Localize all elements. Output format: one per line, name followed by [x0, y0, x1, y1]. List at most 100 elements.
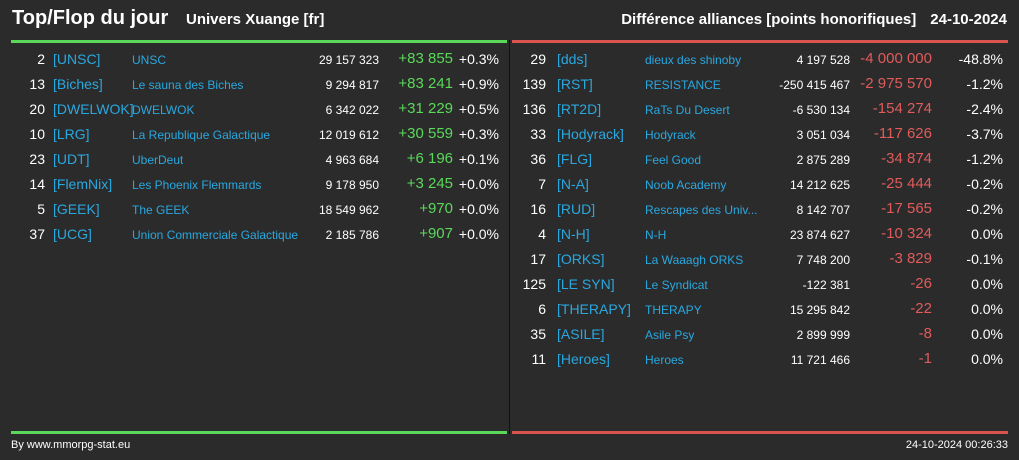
alliance-tag-link[interactable]: [GEEK] [53, 201, 100, 217]
alliance-tag-link[interactable]: [Hodyrack] [557, 126, 624, 142]
alliance-points: -122 381 [802, 278, 850, 292]
alliance-rank: 6 [538, 301, 546, 317]
alliance-diff: +970 [419, 200, 453, 217]
alliance-diff: -26 [910, 275, 932, 292]
alliance-rank: 4 [538, 226, 546, 242]
alliance-points: 9 178 950 [325, 178, 379, 192]
alliance-percent: -3.7% [966, 126, 1003, 142]
alliance-row: 125 [LE SYN] Le Syndicat -122 381 -26 0.0% [512, 273, 1008, 298]
alliance-name-link[interactable]: dieux des shinoby [645, 53, 742, 67]
alliance-tag-link[interactable]: [FlemNix] [53, 176, 113, 192]
category-heading: Différence alliances [points honorifique… [621, 11, 1007, 28]
footer-source-link[interactable]: By www.mmorpg-stat.eu [11, 439, 131, 451]
alliance-percent: +0.0% [458, 201, 499, 217]
alliance-tag-link[interactable]: [dds] [557, 51, 588, 67]
alliance-name-link[interactable]: Hodyrack [645, 128, 696, 142]
top-gainers-panel: 2 [UNSC] UNSC 29 157 323 +83 855 +0.3% 13 [Bich… [11, 48, 507, 248]
alliance-points: 4 197 528 [796, 53, 850, 67]
alliance-rank: 2 [37, 51, 45, 67]
alliance-tag-link[interactable]: [LE SYN] [557, 276, 615, 292]
alliance-name-link[interactable]: Heroes [645, 353, 684, 367]
alliance-points: 29 157 323 [318, 53, 379, 67]
alliance-percent: 0.0% [971, 326, 1003, 342]
alliance-points: 6 342 022 [325, 103, 379, 117]
header-date: 24-10-2024 [930, 11, 1007, 28]
alliance-diff: -117 626 [873, 125, 932, 142]
alliance-tag-link[interactable]: [N-A] [557, 176, 589, 192]
flop-panel-bar-upper [512, 40, 1008, 43]
alliance-tag-link[interactable]: [UNSC] [53, 51, 101, 67]
alliance-points: 14 212 625 [789, 178, 850, 192]
alliance-diff: +907 [419, 225, 453, 242]
alliance-diff: -25 444 [881, 175, 932, 192]
alliance-row: 139 [RST] RESISTANCE -250 415 467 -2 975 570… [512, 73, 1008, 98]
alliance-row: 5 [GEEK] The GEEK 18 549 962 +970 +0.0% [11, 198, 507, 223]
alliance-rank: 5 [37, 201, 45, 217]
alliance-name-link[interactable]: Asile Psy [645, 328, 695, 342]
footer-timestamp: 24-10-2024 00:26:33 [905, 439, 1008, 451]
alliance-name-link[interactable]: Les Phoenix Flemmards [132, 178, 262, 192]
alliance-tag-link[interactable]: [DWELWOK] [53, 101, 134, 117]
alliance-row: 35 [ASILE] Asile Psy 2 899 999 -8 0.0% [512, 323, 1008, 348]
alliance-name-link[interactable]: La Waaagh ORKS [645, 253, 744, 267]
alliance-row: 17 [ORKS] La Waaagh ORKS 7 748 200 -3 829 -0.… [512, 248, 1008, 273]
alliance-row: 4 [N-H] N-H 23 874 627 -10 324 0.0% [512, 223, 1008, 248]
alliance-row: 29 [dds] dieux des shinoby 4 197 528 -4 000 … [512, 48, 1008, 73]
alliance-diff: -154 274 [872, 100, 932, 117]
alliance-name-link[interactable]: Le Syndicat [645, 278, 708, 292]
alliance-tag-link[interactable]: [N-H] [557, 226, 590, 242]
alliance-percent: +0.9% [458, 76, 499, 92]
alliance-name-link[interactable]: RESISTANCE [645, 78, 721, 92]
alliance-name-link[interactable]: Noob Academy [645, 178, 727, 192]
alliance-name-link[interactable]: N-H [645, 228, 667, 242]
alliance-name-link[interactable]: UberDeut [132, 153, 184, 167]
alliance-name-link[interactable]: Rescapes des Univ... [645, 203, 758, 217]
alliance-tag-link[interactable]: [ASILE] [557, 326, 605, 342]
flop-panel-bar-lower [512, 431, 1008, 434]
alliance-tag-link[interactable]: [RUD] [557, 201, 596, 217]
alliance-name-link[interactable]: THERAPY [645, 303, 702, 317]
alliance-diff: +31 229 [398, 100, 453, 117]
alliance-points: 2 899 999 [796, 328, 850, 342]
alliance-tag-link[interactable]: [RST] [557, 76, 593, 92]
alliance-name-link[interactable]: UNSC [132, 53, 167, 67]
alliance-diff: -17 565 [881, 200, 932, 217]
alliance-points: -6 530 134 [792, 103, 850, 117]
alliance-name-link[interactable]: La Republique Galactique [132, 128, 271, 142]
alliance-percent: +0.0% [458, 226, 499, 242]
alliance-diff: +30 559 [398, 125, 453, 142]
alliance-row: 136 [RT2D] RaTs Du Desert -6 530 134 -154 27… [512, 98, 1008, 123]
top-losers-panel: 29 [dds] dieux des shinoby 4 197 528 -4 000 … [512, 48, 1008, 373]
alliance-points: 18 549 962 [318, 203, 379, 217]
alliance-rank: 11 [531, 351, 546, 367]
alliance-tag-link[interactable]: [THERAPY] [557, 301, 631, 317]
alliance-name-link[interactable]: DWELWOK [132, 103, 195, 117]
alliance-diff: -8 [918, 325, 932, 342]
alliance-name-link[interactable]: The GEEK [132, 203, 190, 217]
alliance-name-link[interactable]: Union Commerciale Galactique [132, 228, 299, 242]
alliance-tag-link[interactable]: [FLG] [557, 151, 593, 167]
alliance-name-link[interactable]: Le sauna des Biches [132, 78, 244, 92]
panel-divider [509, 40, 510, 434]
alliance-tag-link[interactable]: [Heroes] [557, 351, 610, 367]
alliance-percent: -0.2% [966, 201, 1003, 217]
alliance-tag-link[interactable]: [RT2D] [557, 101, 602, 117]
alliance-tag-link[interactable]: [LRG] [53, 126, 90, 142]
alliance-tag-link[interactable]: [UDT] [53, 151, 90, 167]
alliance-rank: 10 [29, 126, 45, 142]
alliance-tag-link[interactable]: [Biches] [53, 76, 103, 92]
alliance-name-link[interactable]: Feel Good [645, 153, 702, 167]
alliance-percent: 0.0% [971, 351, 1003, 367]
alliance-points: 4 963 684 [325, 153, 379, 167]
alliance-diff: -22 [910, 300, 932, 317]
alliance-rank: 139 [522, 76, 546, 92]
top-panel-bar-lower [11, 431, 507, 434]
alliance-name-link[interactable]: RaTs Du Desert [645, 103, 730, 117]
alliance-tag-link[interactable]: [ORKS] [557, 251, 605, 267]
alliance-points: -250 415 467 [779, 78, 850, 92]
alliance-tag-link[interactable]: [UCG] [53, 226, 92, 242]
alliance-percent: 0.0% [971, 276, 1003, 292]
alliance-row: 7 [N-A] Noob Academy 14 212 625 -25 444 -0.2% [512, 173, 1008, 198]
alliance-rank: 125 [522, 276, 546, 292]
alliance-row: 2 [UNSC] UNSC 29 157 323 +83 855 +0.3% [11, 48, 507, 73]
